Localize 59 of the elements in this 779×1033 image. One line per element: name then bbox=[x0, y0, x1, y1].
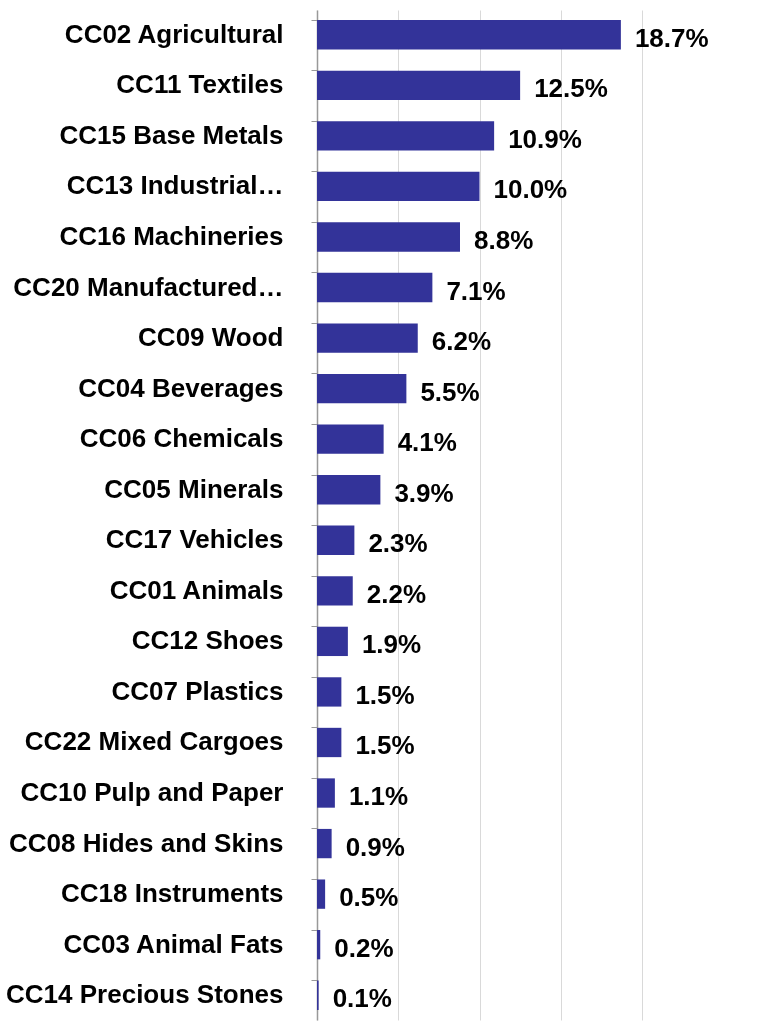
y-tick-label: CC13 Industrial… bbox=[66, 170, 284, 201]
bar bbox=[317, 778, 335, 808]
data-label: 2.2% bbox=[366, 578, 427, 609]
data-label: 0.9% bbox=[345, 831, 405, 862]
y-tick-label: CC09 Wood bbox=[138, 322, 284, 353]
data-label: 18.7% bbox=[634, 22, 709, 53]
data-label: 2.3% bbox=[368, 528, 428, 559]
data-label: 3.9% bbox=[394, 477, 454, 508]
data-label: 0.2% bbox=[334, 932, 394, 963]
y-tick-label: CC17 Vehicles bbox=[105, 524, 284, 555]
bar bbox=[317, 879, 326, 909]
data-label: 12.5% bbox=[534, 73, 608, 104]
y-tick-label: CC11 Textiles bbox=[116, 69, 284, 100]
bar bbox=[317, 626, 348, 657]
y-tick-label: CC01 Animals bbox=[109, 574, 284, 605]
y-tick-label: CC06 Chemicals bbox=[79, 423, 284, 454]
bar bbox=[317, 828, 332, 859]
y-tick-label: CC10 Pulp and Paper bbox=[20, 777, 284, 808]
bar bbox=[317, 373, 407, 404]
bar bbox=[317, 576, 353, 606]
y-tick-label: CC02 Agricultural bbox=[64, 18, 284, 49]
bar bbox=[317, 475, 381, 505]
bar bbox=[317, 727, 342, 758]
data-label: 5.5% bbox=[420, 376, 480, 407]
y-tick-label: CC12 Shoes bbox=[131, 625, 284, 656]
data-label: 10.0% bbox=[493, 174, 568, 205]
data-label: 8.8% bbox=[474, 224, 534, 255]
bar bbox=[317, 930, 321, 960]
bar bbox=[317, 272, 433, 303]
bar bbox=[317, 323, 418, 353]
data-label: 1.1% bbox=[348, 781, 409, 812]
bar bbox=[317, 171, 480, 202]
y-tick-label: CC03 Animal Fats bbox=[63, 928, 284, 959]
bar bbox=[317, 525, 355, 555]
bar bbox=[317, 222, 460, 252]
y-tick-label: CC20 Manufactured… bbox=[13, 271, 284, 302]
data-label: 1.5% bbox=[355, 730, 415, 761]
bar bbox=[317, 70, 521, 100]
data-label: 10.9% bbox=[508, 123, 582, 154]
y-tick-label: CC15 Base Metals bbox=[59, 119, 284, 150]
data-label: 1.5% bbox=[355, 679, 415, 710]
data-label: 7.1% bbox=[446, 275, 506, 306]
y-tick-label: CC04 Beverages bbox=[78, 372, 284, 403]
y-tick-label: CC08 Hides and Skins bbox=[8, 827, 284, 858]
bar bbox=[317, 677, 342, 707]
y-tick-label: CC16 Machineries bbox=[59, 220, 284, 251]
data-label: 0.1% bbox=[332, 983, 392, 1014]
data-label: 6.2% bbox=[431, 326, 492, 357]
y-tick-label: CC05 Minerals bbox=[104, 473, 284, 504]
data-label: 4.1% bbox=[397, 427, 457, 458]
bar bbox=[317, 424, 384, 454]
y-tick-label: CC18 Instruments bbox=[61, 878, 284, 909]
bar bbox=[317, 20, 621, 50]
y-tick-label: CC22 Mixed Cargoes bbox=[24, 726, 284, 757]
y-tick-label: CC07 Plastics bbox=[111, 675, 284, 706]
bar bbox=[317, 121, 495, 151]
data-label: 1.9% bbox=[361, 629, 422, 660]
y-tick-label: CC14 Precious Stones bbox=[6, 979, 284, 1010]
data-label: 0.5% bbox=[339, 882, 399, 913]
